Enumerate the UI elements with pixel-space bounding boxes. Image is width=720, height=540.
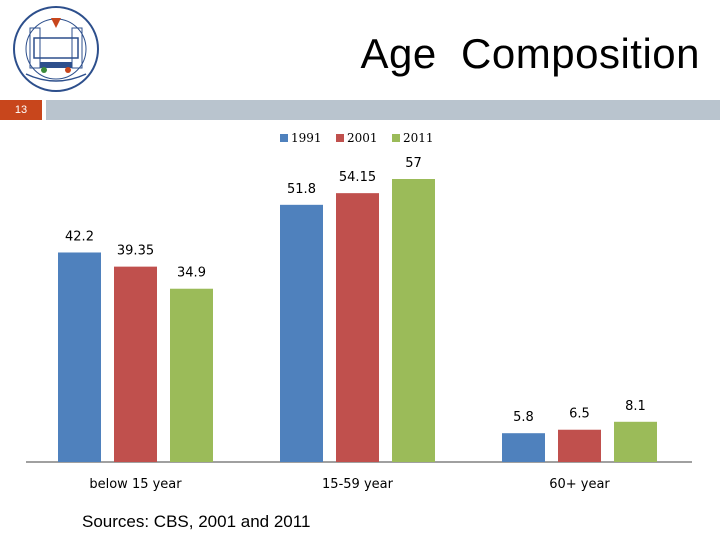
logo-emblem-icon [13, 6, 99, 92]
bar-2001-2 [558, 429, 601, 462]
data-label-2001-2: 6.5 [569, 407, 590, 422]
header-band [46, 100, 720, 120]
category-label-1: 15-59 year [322, 477, 394, 492]
legend-swatch-2001 [336, 134, 344, 142]
data-label-2011-2: 8.1 [625, 399, 646, 414]
bar-2011-2 [614, 421, 657, 462]
data-label-2011-1: 57 [405, 156, 422, 171]
legend-swatch-2011 [392, 134, 400, 142]
legend-label-1991: 1991 [291, 131, 322, 145]
bar-1991-1 [280, 204, 323, 462]
sources-note: Sources: CBS, 2001 and 2011 [82, 512, 311, 531]
slide-title: Age Composition [360, 30, 700, 77]
data-label-1991-1: 51.8 [287, 182, 316, 197]
legend-label-2011: 2011 [403, 131, 434, 145]
data-label-2001-1: 54.15 [339, 170, 376, 185]
legend-swatch-1991 [280, 134, 288, 142]
bar-1991-0 [58, 252, 101, 462]
bar-2001-1 [336, 193, 379, 462]
slide-number: 13 [0, 100, 42, 120]
bar-2011-1 [392, 179, 435, 462]
institution-logo [6, 4, 106, 94]
data-label-1991-0: 42.2 [65, 229, 94, 244]
bar-2011-0 [170, 288, 213, 462]
legend-label-2001: 2001 [347, 131, 378, 145]
data-label-1991-2: 5.8 [513, 410, 534, 425]
category-label-2: 60+ year [549, 477, 610, 492]
category-label-0: below 15 year [89, 477, 182, 492]
bar-1991-2 [502, 433, 545, 462]
data-label-2001-0: 39.35 [117, 244, 154, 259]
bar-2001-0 [114, 266, 157, 462]
data-label-2011-0: 34.9 [177, 266, 206, 281]
